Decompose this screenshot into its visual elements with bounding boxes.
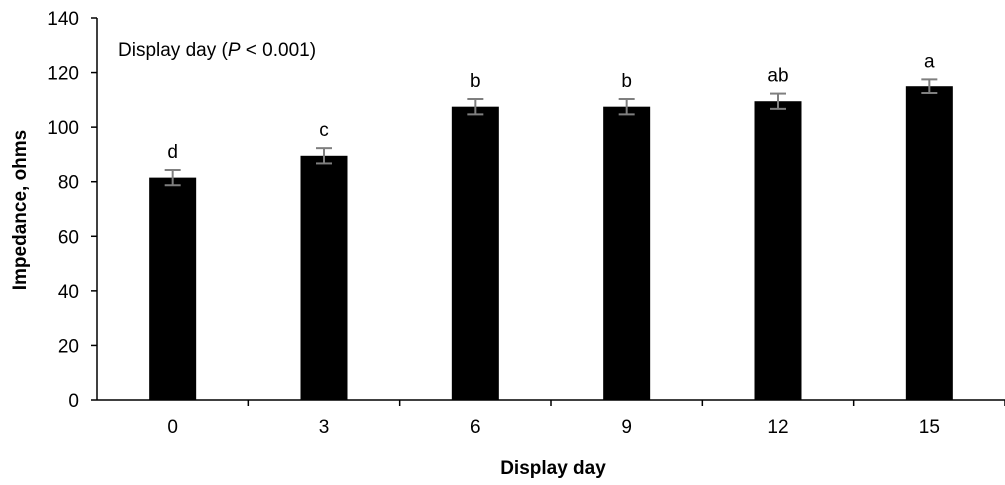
x-tick-label: 0 <box>167 417 178 438</box>
y-tick-label: 140 <box>47 9 79 30</box>
significance-annotation: Display day (P < 0.001) <box>118 40 316 61</box>
bar <box>603 106 651 400</box>
x-tick-label: 12 <box>767 417 788 438</box>
y-tick-label: 100 <box>47 118 79 139</box>
x-tick-label: 3 <box>319 417 330 438</box>
bar <box>300 155 348 400</box>
bar <box>149 177 197 400</box>
significance-letter: b <box>621 71 632 92</box>
bar <box>754 101 802 400</box>
y-tick-label: 0 <box>68 391 79 412</box>
significance-letter: c <box>319 120 329 141</box>
annotation-italic-p: P <box>228 40 241 61</box>
significance-letter: d <box>167 142 178 163</box>
y-axis-ticks: 0 20 40 60 80 100 120 140 <box>47 9 97 412</box>
x-axis-title: Display day <box>500 458 606 479</box>
y-tick-label: 80 <box>58 173 79 194</box>
x-axis-ticks: 0 3 6 9 12 15 <box>167 400 1005 438</box>
x-tick-label: 6 <box>470 417 481 438</box>
y-tick-label: 20 <box>58 336 79 357</box>
y-tick-label: 40 <box>58 282 79 303</box>
y-tick-label: 120 <box>47 64 79 85</box>
significance-letter: a <box>924 51 935 72</box>
significance-letter: b <box>470 71 481 92</box>
x-tick-label: 9 <box>621 417 632 438</box>
bars-group <box>149 86 953 400</box>
significance-letters-group: d c b b ab a <box>167 51 935 163</box>
bar <box>905 86 953 400</box>
bar <box>451 106 499 400</box>
y-tick-label: 60 <box>58 227 79 248</box>
error-bars-group <box>164 78 938 187</box>
y-axis-title: Impedance, ohms <box>10 130 31 291</box>
significance-letter: ab <box>767 66 788 87</box>
annotation-prefix: Display day ( <box>118 40 228 61</box>
x-tick-label: 15 <box>919 417 940 438</box>
annotation-suffix: < 0.001) <box>241 40 317 61</box>
